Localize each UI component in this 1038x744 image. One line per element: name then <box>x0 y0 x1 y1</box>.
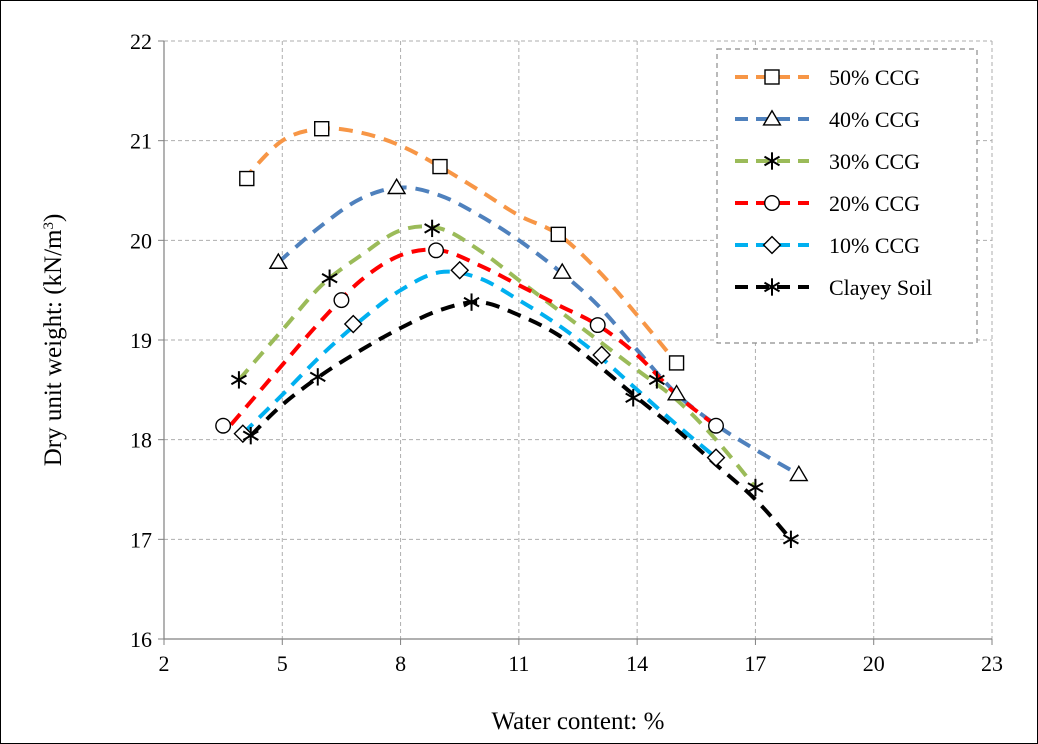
data-point-clayey-soil <box>782 530 799 549</box>
data-point-40-ccg <box>666 384 687 401</box>
data-point-10-ccg <box>706 448 726 467</box>
series-line-clayey-soil <box>249 300 793 541</box>
legend-item-30-ccg: 30% CCG <box>735 149 920 174</box>
legend-marker <box>764 195 780 211</box>
data-point-10-ccg <box>592 345 612 365</box>
data-point-20-ccg <box>333 292 350 309</box>
legend-label: 10% CCG <box>829 233 920 258</box>
legend-marker <box>762 109 782 126</box>
legend-item-50-ccg: 50% CCG <box>735 65 920 90</box>
x-tick-label: 2 <box>159 651 170 676</box>
x-tick-label: 23 <box>981 651 1003 676</box>
x-axis-title: Water content: % <box>492 708 665 735</box>
legend-marker <box>763 278 781 296</box>
data-point-30-ccg <box>747 478 764 497</box>
legend-box <box>716 48 978 344</box>
data-point-10-ccg <box>450 260 470 280</box>
y-tick-label: 20 <box>130 228 152 253</box>
data-point-30-ccg <box>424 219 441 238</box>
data-point-30-ccg <box>230 371 247 389</box>
data-point-20-ccg <box>708 417 724 434</box>
series-curves <box>229 126 800 541</box>
data-point-10-ccg <box>343 314 363 334</box>
y-axis-title-superscript: 3 <box>41 222 57 230</box>
y-tick-label: 19 <box>130 328 152 353</box>
y-tick-label: 16 <box>130 627 152 652</box>
legend-marker <box>763 152 781 170</box>
legend-item-10-ccg: 10% CCG <box>735 233 920 258</box>
data-point-50-ccg <box>432 158 448 175</box>
data-point-50-ccg <box>550 226 566 243</box>
legend-label: 50% CCG <box>829 65 920 90</box>
data-point-50-ccg <box>239 170 255 187</box>
data-point-clayey-soil <box>625 389 642 407</box>
y-tick-label: 17 <box>130 527 152 552</box>
series-line-10-ccg <box>241 269 718 460</box>
data-point-50-ccg <box>668 355 685 371</box>
data-point-clayey-soil <box>309 368 326 386</box>
x-tick-label: 8 <box>395 651 406 676</box>
legend: 50% CCG 40% CCG 30% CCG 20% CCG 10% CCG Claye… <box>716 48 978 344</box>
y-tick-label: 21 <box>130 129 152 154</box>
data-point-40-ccg <box>789 464 809 482</box>
x-tick-label: 17 <box>744 651 766 676</box>
legend-label: Clayey Soil <box>829 275 932 300</box>
series-markers <box>215 121 809 549</box>
legend-item-40-ccg: 40% CCG <box>735 107 920 132</box>
x-tick-label: 14 <box>626 651 648 676</box>
data-point-clayey-soil <box>463 293 480 311</box>
legend-label: 20% CCG <box>829 191 920 216</box>
y-axis-title-main: Dry unit weight: (kN/m <box>40 229 67 466</box>
data-point-20-ccg <box>215 417 232 434</box>
legend-label: 30% CCG <box>829 149 920 174</box>
series-line-40-ccg <box>277 185 800 477</box>
y-axis-title: Dry unit weight: (kN/m3) <box>40 214 67 467</box>
data-point-50-ccg <box>314 121 330 137</box>
y-tick-label: 18 <box>130 428 152 453</box>
data-point-clayey-soil <box>242 427 259 445</box>
legend-marker <box>762 235 782 255</box>
series-line-50-ccg <box>241 126 679 365</box>
legend-item-20-ccg: 20% CCG <box>735 191 920 216</box>
y-tick-label: 22 <box>130 29 152 54</box>
data-point-20-ccg <box>589 317 606 334</box>
series-line-20-ccg <box>229 247 718 428</box>
data-point-30-ccg <box>321 269 338 287</box>
data-point-40-ccg <box>268 252 288 269</box>
data-point-20-ccg <box>428 242 445 259</box>
data-point-40-ccg <box>552 262 572 279</box>
x-tick-label: 5 <box>277 651 288 676</box>
data-point-40-ccg <box>387 177 407 195</box>
series-line-30-ccg <box>237 224 757 489</box>
legend-marker <box>764 69 780 85</box>
x-tick-label: 20 <box>863 651 885 676</box>
y-axis-title-close: ) <box>40 214 67 222</box>
x-tick-label: 11 <box>508 651 529 676</box>
legend-label: 40% CCG <box>829 107 920 132</box>
legend-item-clayey-soil: Clayey Soil <box>735 275 932 300</box>
data-point-30-ccg <box>648 371 665 389</box>
